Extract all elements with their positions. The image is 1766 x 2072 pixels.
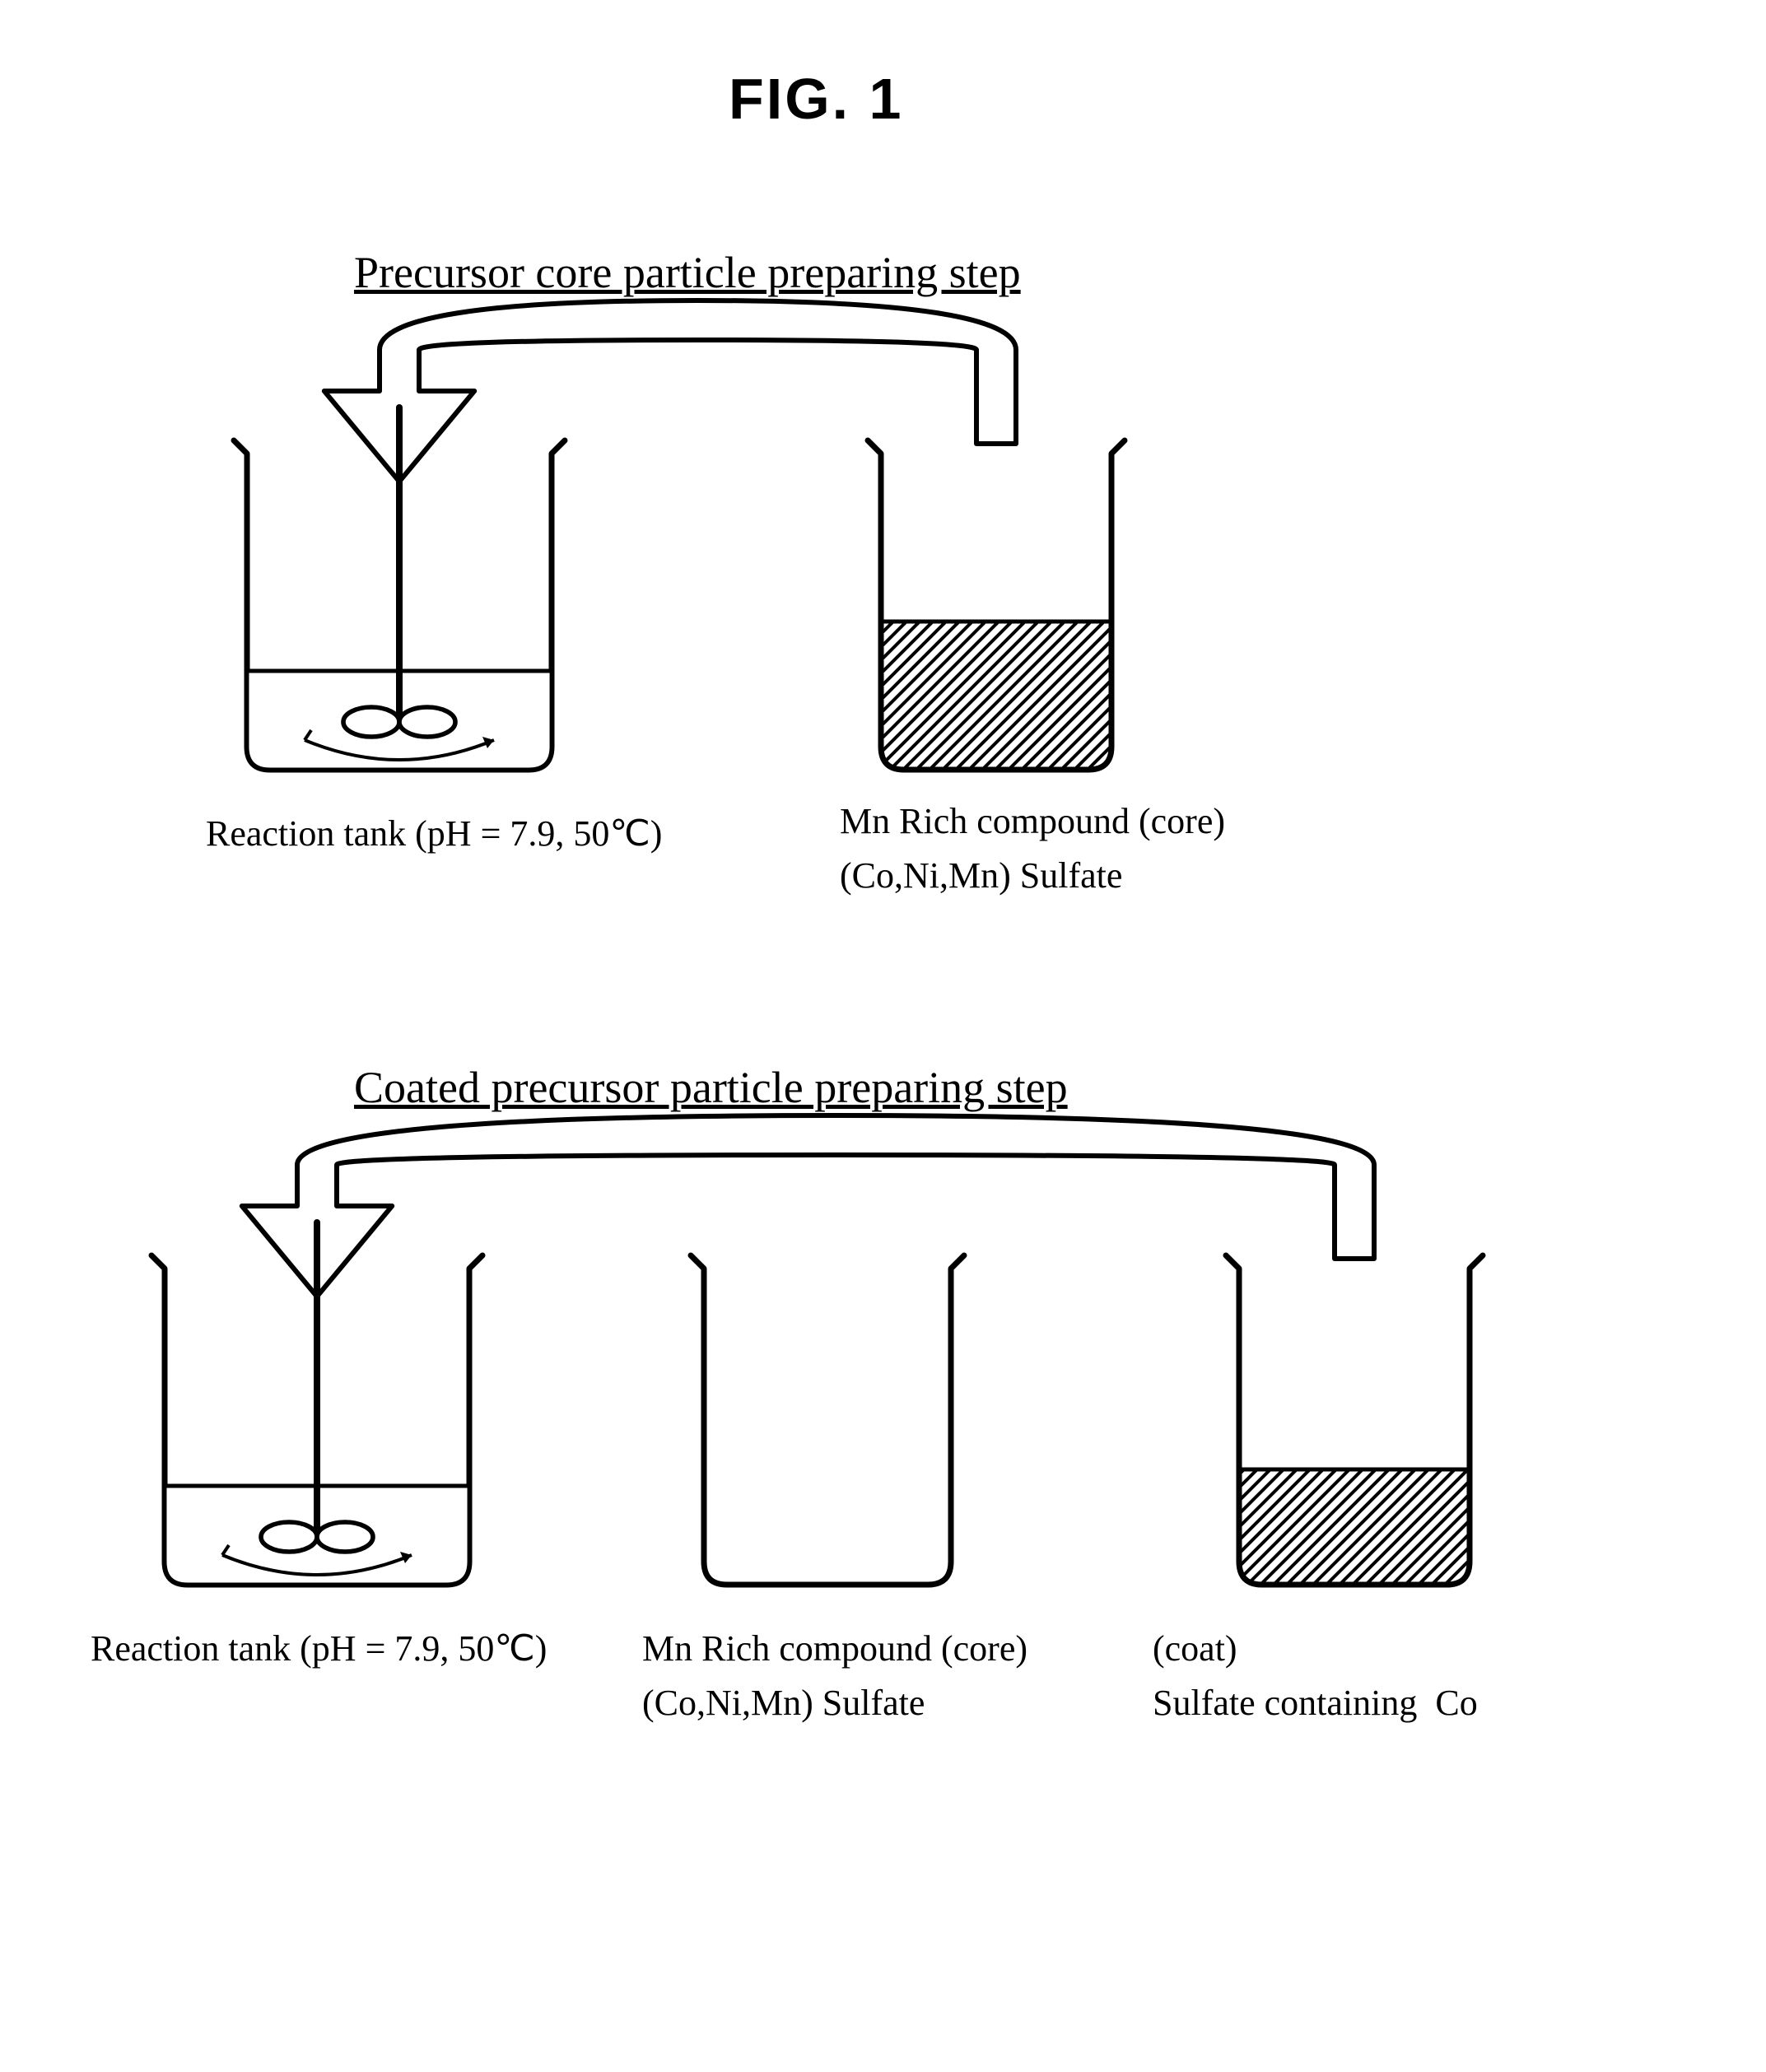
figure-page: FIG. 1 Precursor core particle preparing… [0, 0, 1766, 2072]
diagram-svg [0, 0, 1766, 2072]
